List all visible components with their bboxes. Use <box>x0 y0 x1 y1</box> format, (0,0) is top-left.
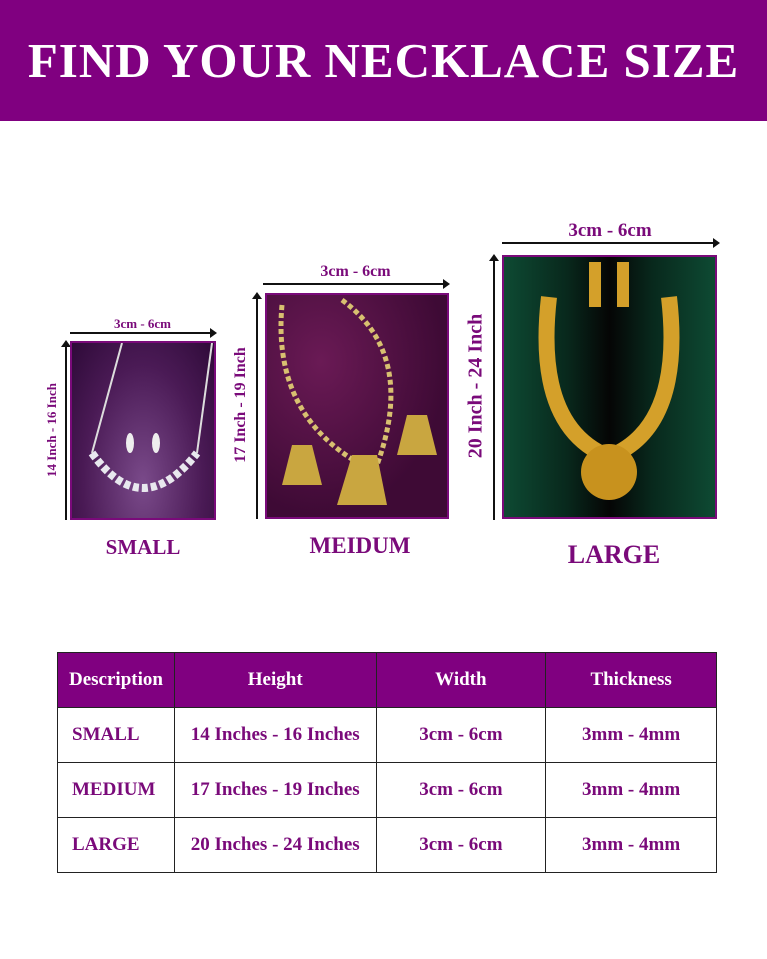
cell-height: 17 Inches - 19 Inches <box>173 762 377 818</box>
cell-description: LARGE <box>57 817 175 873</box>
page-title: FIND YOUR NECKLACE SIZE <box>27 33 740 88</box>
header-description: Description <box>57 652 175 708</box>
cell-description: SMALL <box>57 707 175 763</box>
cell-width: 3cm - 6cm <box>375 817 547 873</box>
header-width: Width <box>375 652 547 708</box>
medium-necklace-image <box>265 293 449 519</box>
cell-width: 3cm - 6cm <box>375 707 547 763</box>
table-row: LARGE 20 Inches - 24 Inches 3cm - 6cm 3m… <box>57 817 717 873</box>
table-row: MEDIUM 17 Inches - 19 Inches 3cm - 6cm 3… <box>57 762 717 818</box>
cell-thickness: 3mm - 4mm <box>545 817 717 873</box>
header-thickness: Thickness <box>545 652 717 708</box>
small-necklace-image <box>70 341 216 520</box>
small-height-label: 14 Inch - 16 Inch <box>44 383 59 477</box>
title-banner: FIND YOUR NECKLACE SIZE <box>0 0 767 121</box>
cell-height: 14 Inches - 16 Inches <box>173 707 377 763</box>
cell-thickness: 3mm - 4mm <box>545 707 717 763</box>
large-necklace-image <box>502 255 717 519</box>
necklace-illustration <box>538 262 680 500</box>
medium-width-label: 3cm - 6cm <box>320 263 391 280</box>
large-size-name: LARGE <box>567 540 661 569</box>
small-width-label: 3cm - 6cm <box>113 316 172 331</box>
medium-size-name: MEIDUM <box>309 533 411 558</box>
small-height-arrow <box>61 340 71 520</box>
size-table: Description Height Width Thickness SMALL… <box>57 652 717 873</box>
medium-height-label: 17 Inch - 19 Inch <box>232 347 249 463</box>
medium-height-arrow <box>252 292 262 519</box>
cell-height: 20 Inches - 24 Inches <box>173 817 377 873</box>
cell-thickness: 3mm - 4mm <box>545 762 717 818</box>
necklace-illustration <box>88 343 213 492</box>
large-height-label: 20 Inch - 24 Inch <box>464 313 487 459</box>
large-width-arrow <box>502 238 720 248</box>
header-height: Height <box>173 652 377 708</box>
large-height-arrow <box>489 254 499 520</box>
small-size-name: SMALL <box>105 535 181 559</box>
cell-description: MEDIUM <box>57 762 175 818</box>
table-row: SMALL 14 Inches - 16 Inches 3cm - 6cm 3m… <box>57 707 717 763</box>
small-width-arrow <box>70 328 217 338</box>
necklace-illustration <box>278 297 437 505</box>
large-width-label: 3cm - 6cm <box>568 220 652 241</box>
table-header-row: Description Height Width Thickness <box>57 652 717 708</box>
cell-width: 3cm - 6cm <box>375 762 547 818</box>
medium-width-arrow <box>263 279 450 289</box>
